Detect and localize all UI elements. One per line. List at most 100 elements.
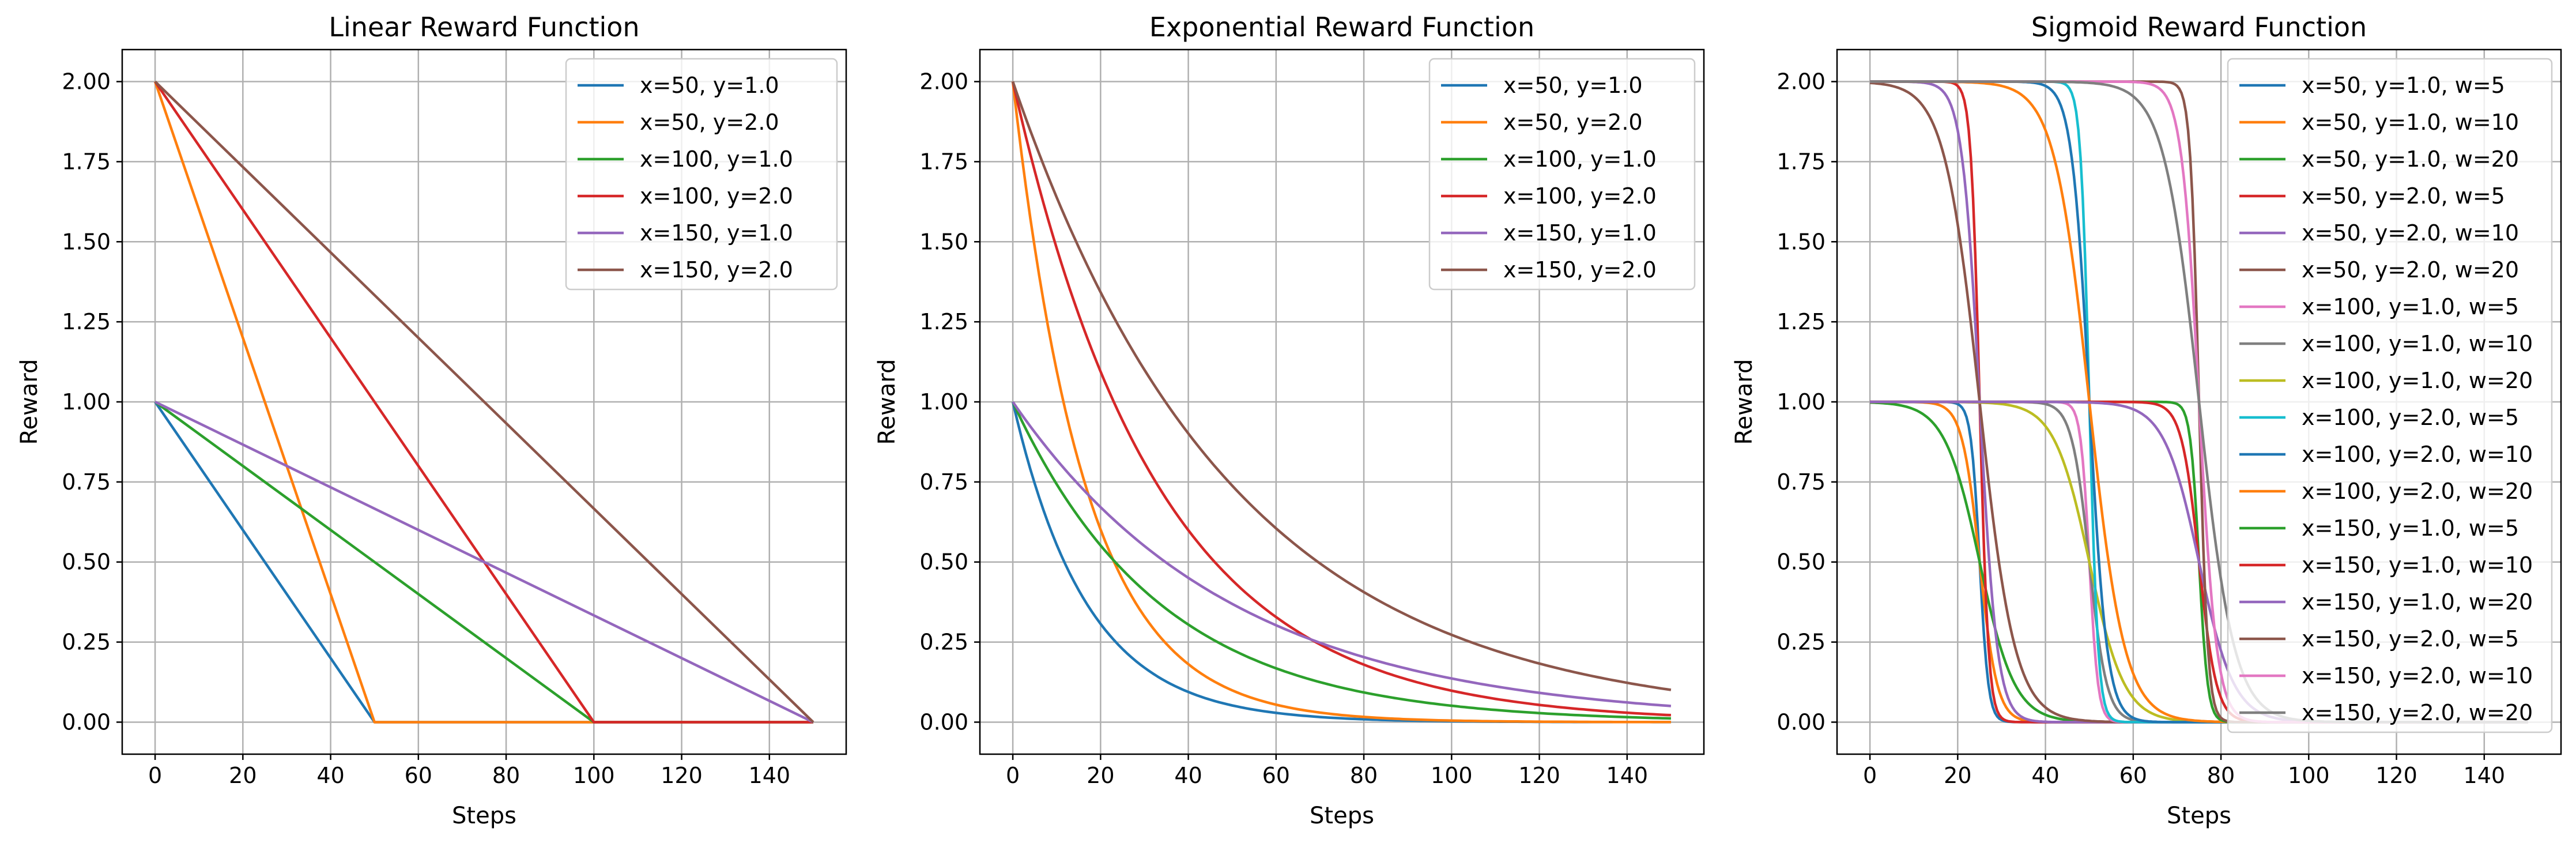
legend-label: x=50, y=2.0, w=20 [2302,257,2519,283]
legend-label: x=100, y=1.0 [1503,146,1657,172]
x-tick-label: 100 [573,763,615,788]
x-tick-label: 0 [1006,763,1020,788]
chart-title: Sigmoid Reward Function [2031,12,2367,43]
x-tick-label: 140 [749,763,791,788]
x-tick-label: 120 [2375,763,2417,788]
y-axis-label: Reward [16,359,43,445]
y-tick-label: 0.00 [62,709,111,735]
series-line [1011,81,1672,691]
x-tick-label: 100 [2288,763,2330,788]
y-axis-label: Reward [874,359,900,445]
y-tick-label: 0.25 [919,630,968,655]
series-line [1012,401,1671,720]
y-tick-label: 0.50 [62,549,111,575]
legend-label: x=100, y=2.0 [1503,183,1657,209]
x-tick-label: 100 [1431,763,1473,788]
y-tick-label: 1.00 [1777,389,1826,415]
legend-label: x=100, y=2.0 [640,183,793,209]
x-tick-label: 20 [1944,763,1971,788]
series-line [1012,401,1672,707]
x-tick-label: 140 [2464,763,2506,788]
series-line [1011,81,1671,717]
y-tick-label: 0.25 [1777,630,1826,655]
legend-label: x=50, y=2.0 [640,110,779,135]
legend-label: x=50, y=2.0 [1503,110,1643,135]
series-line [154,400,814,724]
x-tick-label: 80 [1350,763,1378,788]
y-tick-label: 1.50 [919,229,968,254]
chart-title: Exponential Reward Function [1149,12,1534,43]
y-tick-label: 2.00 [62,69,111,95]
y-tick-label: 1.75 [1777,149,1826,174]
x-tick-label: 40 [316,763,344,788]
legend-label: x=50, y=1.0 [1503,73,1643,98]
legend-label: x=50, y=1.0 [640,73,779,98]
x-tick-label: 140 [1606,763,1649,788]
x-tick-label: 0 [148,763,162,788]
y-tick-label: 0.75 [62,469,111,495]
legend-box [1428,58,1696,291]
y-axis-label: Reward [1731,359,1757,445]
y-tick-label: 1.25 [919,309,968,334]
legend-label: x=50, y=2.0, w=10 [2302,220,2519,246]
y-tick-label: 2.00 [919,69,968,95]
legend-box [565,58,838,291]
y-tick-label: 1.50 [62,229,111,254]
y-tick-label: 1.50 [1777,229,1826,254]
chart-panel: 0 20 40 60 80 100 120 140 0.00 0.25 0.50 0.75 1.00 1.… [16,12,847,829]
legend-label: x=100, y=2.0, w=20 [2302,479,2533,504]
legend-label: x=150, y=2.0, w=5 [2302,626,2519,652]
legend-label: x=150, y=2.0, w=10 [2302,663,2533,688]
legend-label: x=150, y=1.0, w=20 [2302,589,2533,615]
x-axis-label: Steps [452,803,516,829]
legend-label: x=150, y=2.0, w=20 [2302,700,2533,725]
legend-label: x=150, y=1.0 [640,220,793,246]
y-tick-label: 1.25 [62,309,111,334]
x-tick-label: 20 [229,763,257,788]
y-tick-label: 1.75 [919,149,968,174]
y-tick-label: 0.50 [1777,549,1826,575]
series-line [1011,81,1671,724]
y-tick-label: 1.25 [1777,309,1826,334]
x-tick-label: 60 [2119,763,2147,788]
legend-label: x=100, y=1.0 [640,146,793,172]
legend-label: x=50, y=2.0, w=5 [2302,183,2505,209]
legend-label: x=50, y=1.0, w=20 [2302,146,2519,172]
legend-box [2227,58,2553,733]
x-axis-label: Steps [2167,803,2231,829]
y-tick-label: 0.00 [919,709,968,735]
legend-label: x=50, y=1.0, w=10 [2302,110,2519,135]
legend-label: x=100, y=2.0, w=10 [2302,442,2533,467]
legend-label: x=150, y=2.0 [640,257,793,283]
y-tick-label: 0.00 [1777,709,1826,735]
legend-label: x=100, y=2.0, w=5 [2302,405,2519,430]
chart-panel: 0 20 40 60 80 100 120 140 0.00 0.25 0.50 0.75 1.00 1.… [1731,12,2562,829]
x-tick-label: 80 [492,763,520,788]
legend-label: x=150, y=1.0, w=10 [2302,552,2533,578]
legend-label: x=100, y=1.0, w=5 [2302,294,2519,319]
y-tick-label: 2.00 [1777,69,1826,95]
y-tick-label: 0.75 [919,469,968,495]
x-tick-label: 120 [661,763,703,788]
x-tick-label: 0 [1863,763,1877,788]
legend-label: x=150, y=1.0, w=5 [2302,515,2519,541]
legend-label: x=100, y=1.0, w=20 [2302,368,2533,393]
chart-title: Linear Reward Function [329,12,639,43]
legend-label: x=50, y=1.0, w=5 [2302,73,2505,98]
y-tick-label: 1.75 [62,149,111,174]
legend-label: x=100, y=1.0, w=10 [2302,331,2533,356]
x-tick-label: 40 [1174,763,1202,788]
y-tick-label: 1.00 [919,389,968,415]
legend-label: x=150, y=2.0 [1503,257,1657,283]
legend-label: x=150, y=1.0 [1503,220,1657,246]
x-tick-label: 60 [1262,763,1290,788]
series-line [154,81,813,724]
series-group [1011,81,1672,724]
series-group [153,80,814,724]
x-tick-label: 40 [2031,763,2059,788]
y-tick-label: 1.00 [62,389,111,415]
y-tick-label: 0.25 [62,630,111,655]
chart-panel: 0 20 40 60 80 100 120 140 0.00 0.25 0.50 0.75 1.00 1.… [874,12,1705,829]
series-line [154,80,814,724]
